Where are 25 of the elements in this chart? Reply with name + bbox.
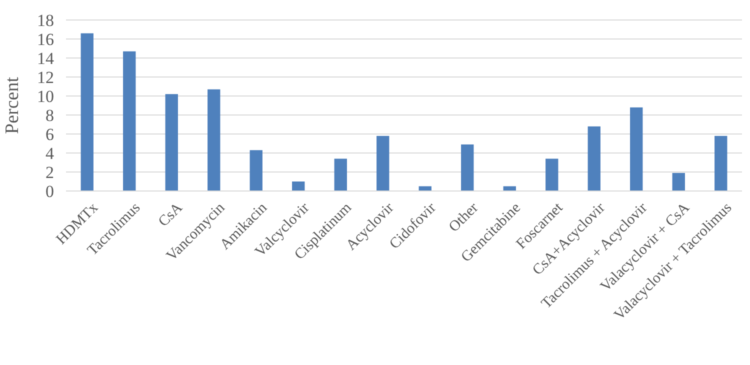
bar	[208, 89, 220, 191]
bar	[80, 33, 94, 191]
bar	[630, 107, 643, 191]
y-axis-title: Percent	[2, 76, 23, 134]
y-tick-label: 6	[46, 124, 54, 144]
y-tick-label: 16	[37, 30, 54, 49]
bar	[376, 136, 390, 191]
bar	[334, 158, 347, 191]
bar	[714, 136, 728, 191]
bar	[546, 158, 558, 191]
bar	[250, 150, 262, 191]
y-tick-label: 18	[37, 10, 54, 30]
y-tick-label: 4	[46, 144, 54, 163]
y-tick-label: 14	[37, 48, 54, 68]
y-tick-label: 0	[46, 182, 54, 201]
bar	[672, 172, 685, 191]
bar	[292, 182, 305, 191]
y-tick-label: 2	[46, 162, 54, 182]
y-tick-label: 10	[37, 86, 54, 106]
bar	[165, 94, 178, 191]
bar	[123, 51, 136, 191]
y-tick-label: 8	[46, 106, 54, 125]
bar	[461, 144, 474, 191]
y-tick-label: 12	[37, 68, 54, 87]
bar	[588, 126, 600, 191]
